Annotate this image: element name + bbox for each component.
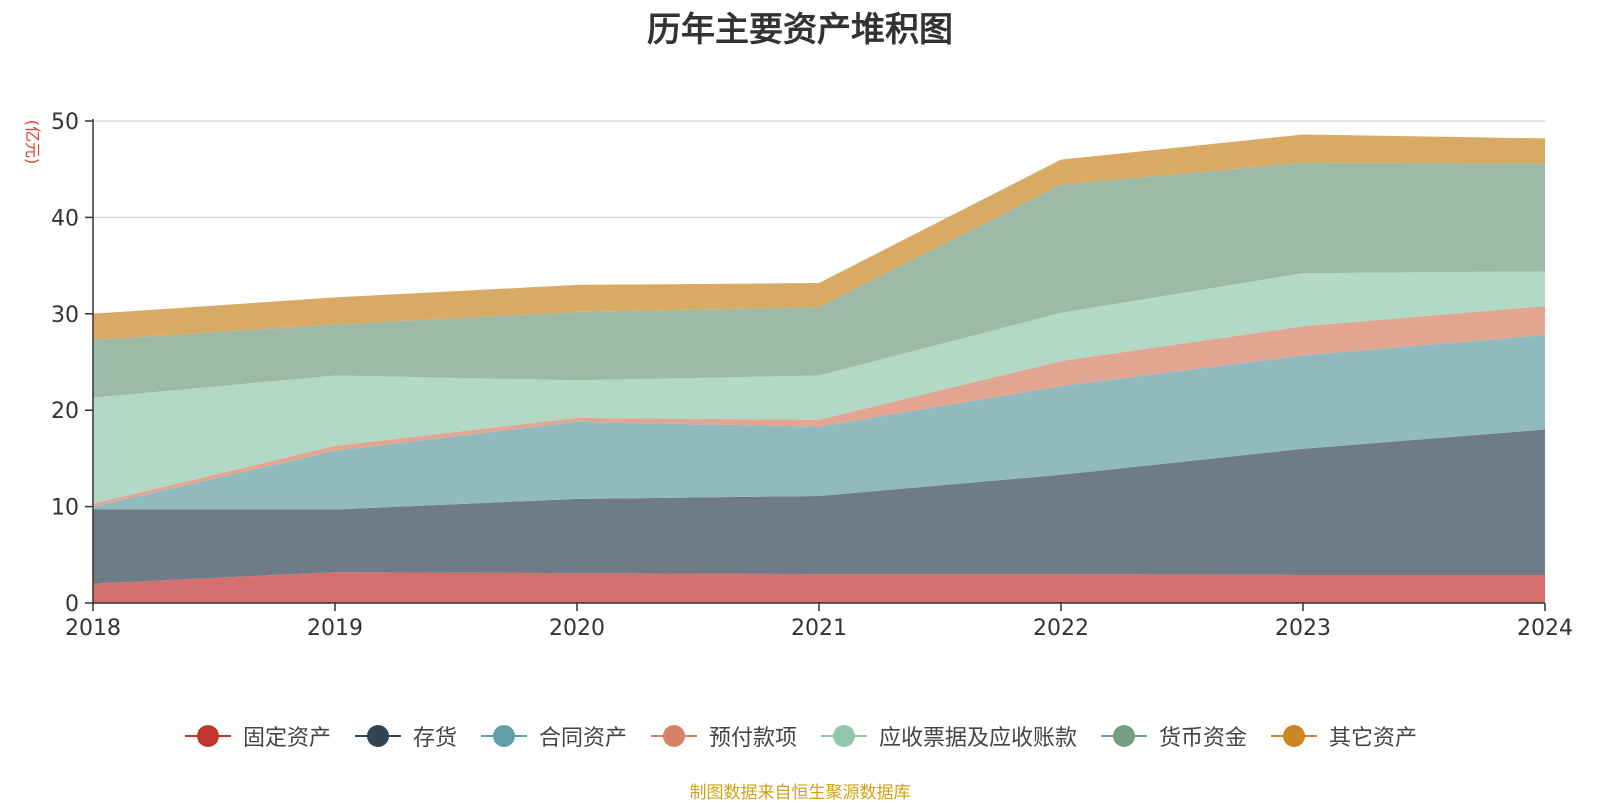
y-tick-label: 40	[51, 206, 79, 231]
x-tick-label: 2018	[65, 616, 121, 641]
legend-item-5[interactable]: 货币资金	[1099, 720, 1247, 752]
legend-item-6[interactable]: 其它资产	[1269, 720, 1417, 752]
legend-label: 货币资金	[1159, 720, 1247, 752]
y-axis-unit-label: (亿元)	[23, 120, 42, 165]
legend-label: 合同资产	[539, 720, 627, 752]
legend-swatch-icon	[819, 723, 869, 749]
y-tick-label: 20	[51, 399, 79, 424]
legend-label: 应收票据及应收账款	[879, 720, 1077, 752]
x-tick-label: 2021	[791, 616, 847, 641]
x-tick-label: 2023	[1275, 616, 1331, 641]
legend-item-4[interactable]: 应收票据及应收账款	[819, 720, 1077, 752]
legend-swatch-icon	[1099, 723, 1149, 749]
x-tick-label: 2020	[549, 616, 605, 641]
y-tick-label: 0	[65, 592, 79, 617]
source-note: 制图数据来自恒生聚源数据库	[0, 778, 1600, 803]
legend-swatch-icon	[183, 723, 233, 749]
legend-label: 存货	[413, 720, 457, 752]
legend-item-0[interactable]: 固定资产	[183, 720, 331, 752]
area-series-0	[93, 572, 1545, 603]
x-tick-label: 2019	[307, 616, 363, 641]
area-layer	[93, 134, 1545, 603]
y-tick-label: 10	[51, 496, 79, 521]
x-tick-label: 2022	[1033, 616, 1089, 641]
legend-label: 其它资产	[1329, 720, 1417, 752]
y-tick-label: 50	[51, 110, 79, 135]
chart-legend: 固定资产 存货 合同资产 预付款项 应收票据及应收账款 货币资金 其它资产	[0, 720, 1600, 752]
legend-swatch-icon	[353, 723, 403, 749]
legend-item-1[interactable]: 存货	[353, 720, 457, 752]
legend-swatch-icon	[649, 723, 699, 749]
y-tick-label: 30	[51, 303, 79, 328]
legend-item-3[interactable]: 预付款项	[649, 720, 797, 752]
legend-item-2[interactable]: 合同资产	[479, 720, 627, 752]
legend-label: 预付款项	[709, 720, 797, 752]
legend-swatch-icon	[479, 723, 529, 749]
x-tick-label: 2024	[1517, 616, 1573, 641]
legend-label: 固定资产	[243, 720, 331, 752]
legend-swatch-icon	[1269, 723, 1319, 749]
